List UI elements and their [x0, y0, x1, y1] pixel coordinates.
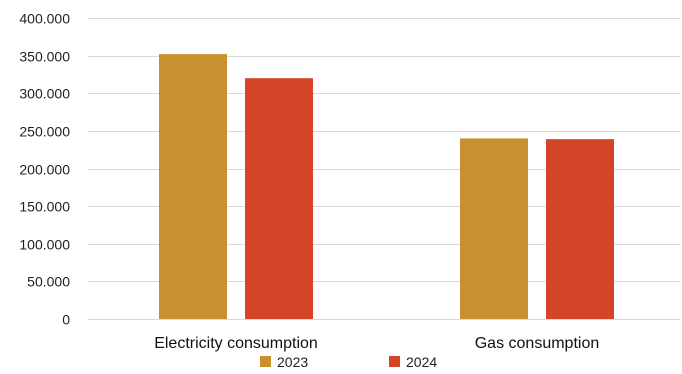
bar-2023-gas	[460, 138, 528, 319]
bar-2023-electricity	[159, 54, 227, 320]
y-tick-label: 250.000	[19, 124, 70, 140]
y-tick-label: 200.000	[19, 162, 70, 178]
bars	[159, 54, 614, 320]
x-category-label: Gas consumption	[475, 335, 600, 352]
legend-swatch-2023	[260, 356, 271, 367]
y-axis-ticks: 0 50.000 100.000 150.000 200.000 250.000 300.0…	[19, 11, 70, 328]
legend-swatch-2024	[389, 356, 400, 367]
legend: 2023 2024	[260, 354, 437, 370]
x-category-label: Electricity consumption	[154, 335, 318, 352]
bar-2024-electricity	[245, 78, 313, 319]
y-tick-label: 0	[62, 312, 70, 328]
y-tick-label: 350.000	[19, 49, 70, 65]
y-tick-label: 100.000	[19, 237, 70, 253]
y-tick-label: 400.000	[19, 11, 70, 27]
y-tick-label: 150.000	[19, 199, 70, 215]
x-axis-categories: Electricity consumption Gas consumption	[154, 335, 599, 352]
legend-label-2024: 2024	[406, 354, 437, 370]
bar-2024-gas	[546, 139, 614, 319]
y-tick-label: 50.000	[27, 274, 70, 290]
y-tick-label: 300.000	[19, 86, 70, 102]
legend-label-2023: 2023	[277, 354, 308, 370]
